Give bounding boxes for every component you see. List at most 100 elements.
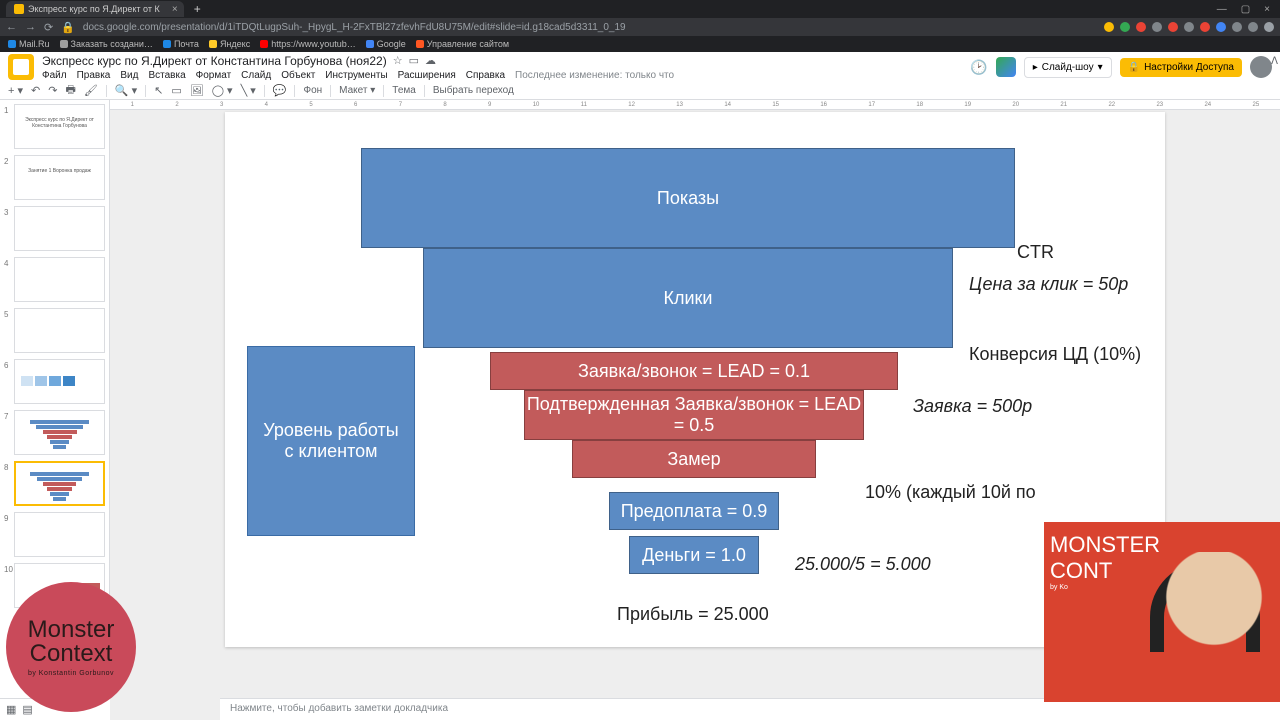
slideshow-button[interactable]: ▸ Слайд-шоу ▾ [1024,57,1112,78]
meet-icon[interactable] [996,57,1016,77]
funnel-stage[interactable]: Предоплата = 0.9 [609,492,779,530]
doc-title[interactable]: Экспресс курс по Я.Директ от Константина… [42,54,387,68]
extension-icon[interactable] [1120,22,1130,32]
extension-icon[interactable] [1248,22,1258,32]
account-avatar[interactable] [1250,56,1272,78]
bookmark-item[interactable]: Заказать создани… [60,39,153,49]
menu-bar: Файл Правка Вид Вставка Формат Слайд Объект Инс… [42,70,962,81]
reload-icon[interactable]: ⟳ [44,21,53,34]
close-window-icon[interactable]: × [1264,4,1270,15]
extension-icon[interactable] [1264,22,1274,32]
print-icon[interactable]: 🖶 [65,81,75,100]
select-icon[interactable]: ↖ [154,84,163,97]
minimize-icon[interactable]: — [1217,4,1227,15]
horizontal-ruler: 1234567891011121314151617181920212223242… [110,100,1280,110]
menu-item[interactable]: Справка [466,70,505,81]
funnel-stage[interactable]: Показы [361,148,1015,248]
bookmark-item[interactable]: Яндекс [209,39,250,49]
background-button[interactable]: Фон [303,85,322,96]
extension-icon[interactable] [1136,22,1146,32]
menu-item[interactable]: Формат [196,70,232,81]
line-icon[interactable]: ╲ ▾ [241,84,256,97]
funnel-stage[interactable]: Подтвержденная Заявка/звонок = LEAD = 0.… [524,390,864,440]
browser-tab-strip: Экспресс курс по Я.Директ от К × + — ▢ × [0,0,1280,18]
funnel-stage[interactable]: Замер [572,440,816,478]
slide-thumbnail[interactable] [14,512,105,557]
menu-item[interactable]: Правка [77,70,111,81]
url-field[interactable]: docs.google.com/presentation/d/1iTDQtLug… [83,22,1096,33]
close-tab-icon[interactable]: × [172,4,178,15]
side-label-box[interactable]: Уровень работыс клиентом [247,346,415,536]
menu-item[interactable]: Слайд [241,70,271,81]
menu-item[interactable]: Вставка [148,70,185,81]
slide-thumbnail[interactable] [14,359,105,404]
annotation-text[interactable]: 10% (каждый 10й по [865,482,1036,503]
tab-title: Экспресс курс по Я.Директ от К [28,4,160,14]
tab-favicon [14,4,24,14]
address-bar: ← → ⟳ 🔒 docs.google.com/presentation/d/1… [0,18,1280,36]
zoom-icon[interactable]: 🔍 ▾ [115,84,137,97]
annotation-text[interactable]: CTR [1017,242,1054,263]
expand-toolbar-icon[interactable]: ᐱ [1271,56,1278,67]
textbox-icon[interactable]: ▭ [171,84,181,97]
slide-canvas[interactable]: ПоказыКлики Заявка/звонок = LEAD = 0.1Под… [225,112,1165,647]
grid-view-icon[interactable]: ▦ [6,703,16,716]
bookmark-item[interactable]: https://www.youtub… [260,39,356,49]
menu-item[interactable]: Объект [281,70,315,81]
funnel-stage[interactable]: Заявка/звонок = LEAD = 0.1 [490,352,898,390]
extension-icon[interactable] [1168,22,1178,32]
annotation-text[interactable]: 25.000/5 = 5.000 [795,554,931,575]
shape-icon[interactable]: ◯ ▾ [212,84,233,97]
new-slide-button[interactable]: + ▾ [8,84,23,97]
bookmark-item[interactable]: Mail.Ru [8,39,50,49]
watermark-logo: Monster Context by Konstantin Gorbunov [6,582,136,712]
transition-button[interactable]: Выбрать переход [433,85,514,96]
browser-tab[interactable]: Экспресс курс по Я.Директ от К × [6,1,184,17]
slide-thumbnail[interactable]: Экспресс курс по Я.Директ от Константина… [14,104,105,149]
slides-logo-icon[interactable] [8,54,34,80]
annotation-text[interactable]: Конверсия ЦД (10%) [969,344,1141,365]
annotation-text[interactable]: Заявка = 500р [913,396,1032,417]
menu-item[interactable]: Инструменты [325,70,387,81]
redo-icon[interactable]: ↷ [48,84,57,97]
bookmark-item[interactable]: Почта [163,39,199,49]
menu-item[interactable]: Расширения [398,70,456,81]
image-icon[interactable]: 🖼 [190,84,204,97]
forward-icon[interactable]: → [25,21,36,33]
slide-thumbnail[interactable] [14,308,105,353]
doc-meta: Экспресс курс по Я.Директ от Константина… [42,54,962,81]
slide-thumbnail[interactable] [14,461,105,506]
back-icon[interactable]: ← [6,21,17,33]
paint-format-icon[interactable]: 🖌 [84,84,98,97]
theme-button[interactable]: Тема [392,85,416,96]
share-button[interactable]: 🔒 Настройки Доступа [1120,58,1242,77]
history-icon[interactable]: 🕑 [970,59,987,76]
extension-icon[interactable] [1216,22,1226,32]
annotation-text[interactable]: Прибыль = 25.000 [617,604,769,625]
annotation-text[interactable]: Цена за клик = 50р [969,274,1128,295]
comment-icon[interactable]: 💬 [273,84,287,97]
funnel-stage[interactable]: Деньги = 1.0 [629,536,759,574]
extension-icon[interactable] [1200,22,1210,32]
bookmark-item[interactable]: Google [366,39,406,49]
new-tab-button[interactable]: + [194,2,201,16]
bookmark-item[interactable]: Управление сайтом [416,39,509,49]
menu-item[interactable]: Вид [120,70,138,81]
slide-thumbnail[interactable] [14,206,105,251]
filmstrip-icon[interactable]: ▤ [22,703,32,716]
extension-icon[interactable] [1232,22,1242,32]
funnel-stage[interactable]: Клики [423,248,953,348]
maximize-icon[interactable]: ▢ [1241,4,1250,15]
move-icon[interactable]: ▭ [409,54,419,67]
layout-button[interactable]: Макет ▾ [339,85,375,96]
star-icon[interactable]: ☆ [393,54,403,67]
slide-thumbnail[interactable] [14,257,105,302]
extension-icon[interactable] [1184,22,1194,32]
extension-icon[interactable] [1152,22,1162,32]
cloud-icon[interactable]: ☁ [425,54,436,67]
extension-icon[interactable] [1104,22,1114,32]
slide-thumbnail[interactable] [14,410,105,455]
undo-icon[interactable]: ↶ [31,84,40,97]
menu-item[interactable]: Файл [42,70,67,81]
slide-thumbnail[interactable]: Занятие 1 Воронка продаж [14,155,105,200]
